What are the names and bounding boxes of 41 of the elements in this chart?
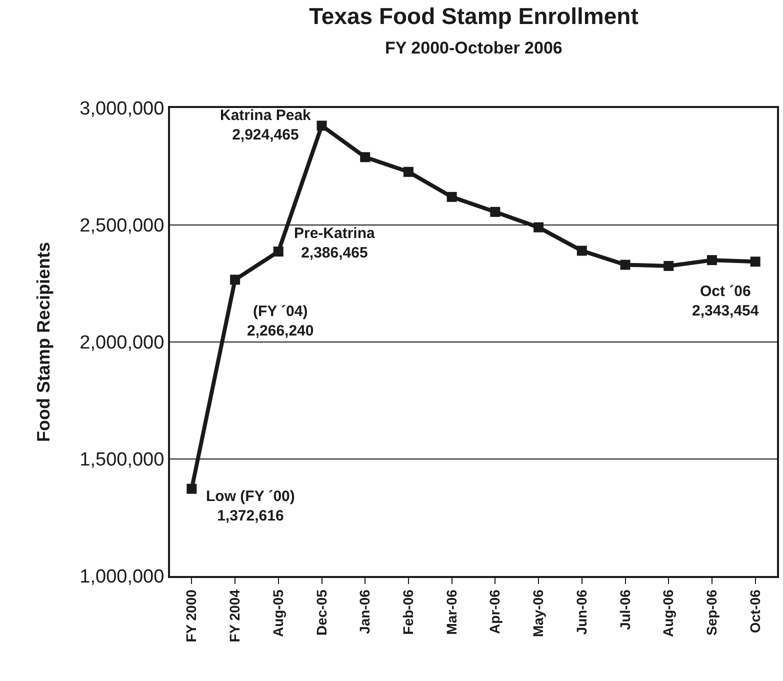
point <box>534 222 544 232</box>
point <box>273 246 284 257</box>
y-tick-label: 3,000,000 <box>80 98 164 120</box>
x-tick-label: Feb-06 <box>400 589 416 635</box>
x-tick-label: Mar-06 <box>443 589 460 635</box>
annotation: (FY ´04) 2,266,240 <box>247 303 314 340</box>
x-tick-label: FY 2004 <box>226 589 243 642</box>
point <box>360 152 370 162</box>
chart-subtitle: FY 2000-October 2006 <box>385 38 562 58</box>
annotation: Katrina Peak 2,924,465 <box>220 107 312 144</box>
x-tick-label: Jul-06 <box>616 589 633 630</box>
x-tick-label: Jan-06 <box>356 589 373 634</box>
point <box>620 260 630 270</box>
x-tick-label: FY 2000 <box>183 589 200 642</box>
x-tick-label: May-06 <box>530 589 546 638</box>
x-tick-label: Aug-06 <box>660 589 676 638</box>
point <box>706 255 717 266</box>
x-tick-label: Apr-06 <box>486 589 503 634</box>
x-tick-label: Dec-05 <box>313 589 330 636</box>
x-tick-label: Aug-05 <box>270 589 286 638</box>
point <box>316 120 327 131</box>
point <box>490 206 500 217</box>
y-tick-label: 1,500,000 <box>80 450 164 471</box>
point <box>186 484 197 494</box>
point <box>750 256 760 267</box>
point <box>576 246 587 256</box>
annotation: Pre-Katrina 2,386,465 <box>294 225 376 262</box>
y-tick-label: 2,500,000 <box>80 216 164 237</box>
x-tick-label: Sep-06 <box>704 589 720 636</box>
chart-title: Texas Food Stamp Enrollment <box>309 2 639 29</box>
y-tick-label: 1,000,000 <box>80 566 164 588</box>
y-tick-label: 2,000,000 <box>80 332 164 354</box>
point <box>446 192 457 202</box>
annotation: Oct ´06 2,343,454 <box>692 283 760 320</box>
annotation: Low (FY ´00) 1,372,616 <box>206 488 295 524</box>
point <box>230 274 240 285</box>
x-tick-label: Oct-06 <box>746 589 763 634</box>
y-axis-title: Food Stamp Recipients <box>33 242 54 442</box>
point <box>403 166 414 177</box>
x-tick-label: Jun-06 <box>573 589 590 635</box>
point <box>664 260 674 271</box>
